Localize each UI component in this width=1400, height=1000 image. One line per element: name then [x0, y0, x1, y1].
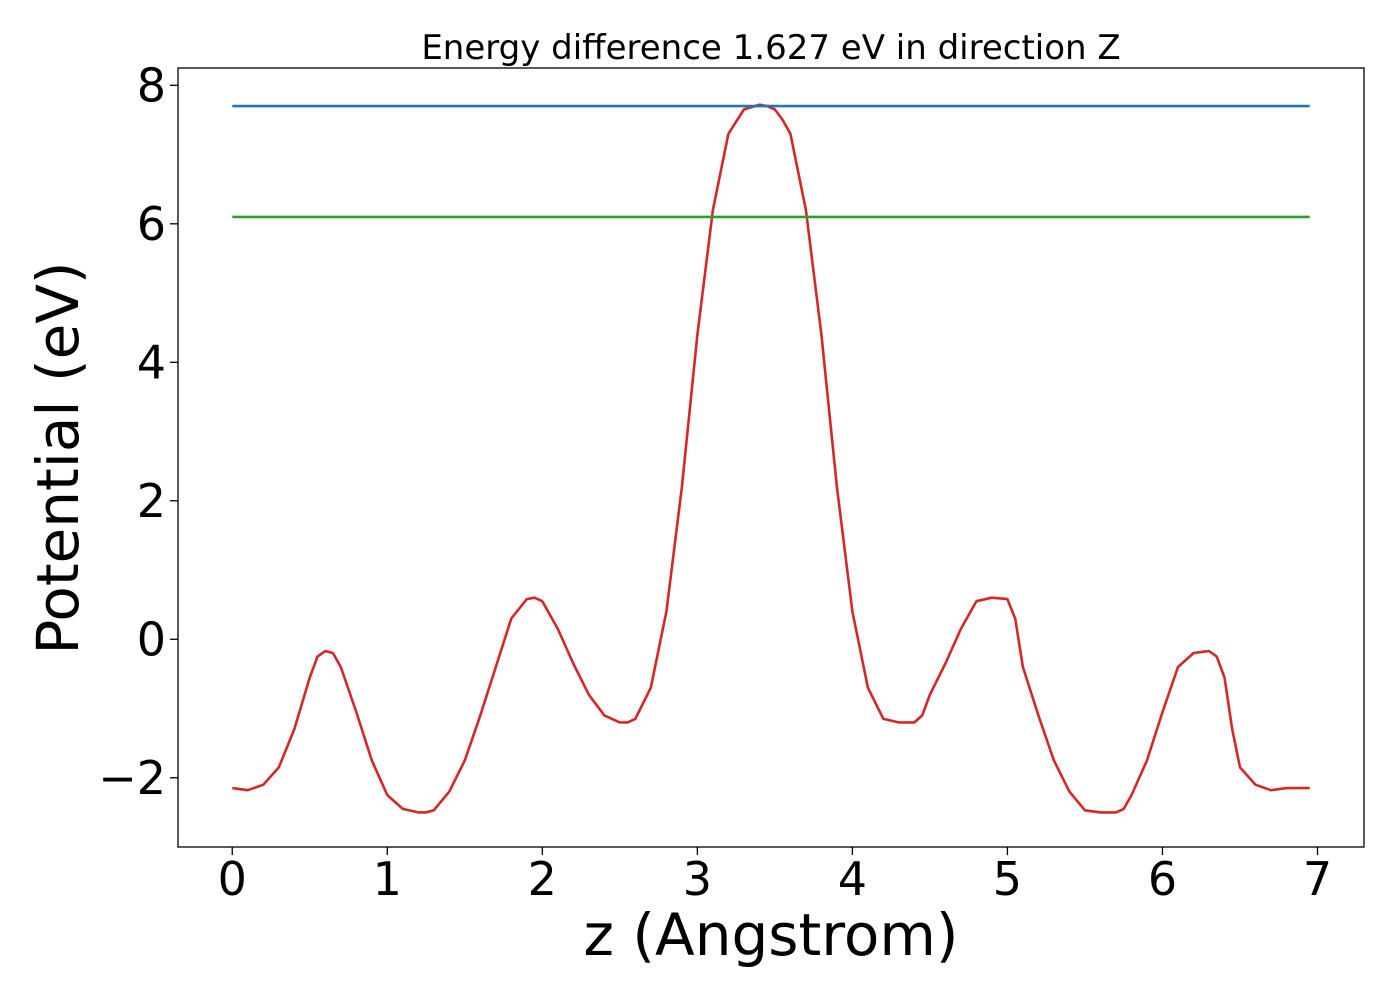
- x-tick-label: 5: [993, 852, 1022, 906]
- x-tick-label: 7: [1303, 852, 1332, 906]
- x-tick-label: 4: [838, 852, 867, 906]
- chart-title: Energy difference 1.627 eV in direction …: [421, 28, 1120, 68]
- y-axis-label: Potential (eV): [24, 261, 92, 654]
- x-axis-label: z (Angstrom): [584, 901, 959, 969]
- x-axis: 0 1 2 3 4 5 6 7: [218, 847, 1332, 906]
- x-tick-label: 3: [683, 852, 712, 906]
- series-line-0: [232, 103, 1310, 814]
- y-tick-label: 2: [137, 474, 166, 528]
- y-tick-label: 6: [137, 197, 166, 251]
- x-tick-label: 2: [528, 852, 557, 906]
- y-axis: −2 0 2 4 6 8: [98, 58, 178, 805]
- axes-frame: [177, 67, 1365, 848]
- x-tick-label: 0: [218, 852, 247, 906]
- x-tick-label: 6: [1148, 852, 1177, 906]
- y-tick-label: 8: [137, 58, 166, 112]
- x-tick-label: 1: [373, 852, 402, 906]
- plot-area: [232, 103, 1310, 814]
- y-tick-label: −2: [98, 751, 166, 805]
- y-tick-label: 4: [137, 335, 166, 389]
- y-tick-label: 0: [137, 612, 166, 666]
